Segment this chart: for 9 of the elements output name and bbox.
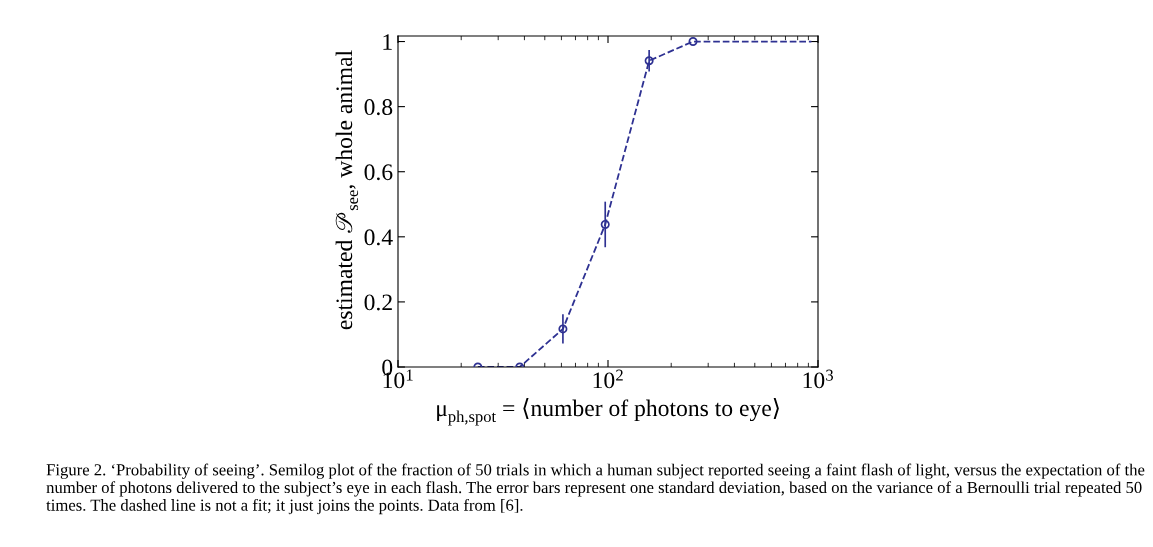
y-tick-label: 0.6 [364, 164, 393, 181]
y-tick-label: 1 [383, 34, 392, 50]
y-tick-label: 0.4 [364, 229, 393, 246]
y-tick-label: 0.2 [364, 294, 392, 311]
y-tick-label: 0.8 [364, 99, 393, 116]
caption: Figure 2. ‘Probability of seeing’. Semilog plot of the fraction of 50 trials in which a human subject reported seeing a faint flash of light, versus the expectation of the number of photons delivered to the subject’s eye in each flash. The error bars represent one standard deviation, based on the variance of a Bernoulli trial repeated 50 times. The dashed line is not a fit; it just joins the points. Data from [6]. [46, 463, 1145, 515]
x-tick-label: 10$^{3}$ [803, 369, 834, 389]
x-tick-label: 10$^{2}$ [593, 369, 623, 389]
y-axis-title: estimated 𝒫see, whole animal [335, 50, 359, 330]
